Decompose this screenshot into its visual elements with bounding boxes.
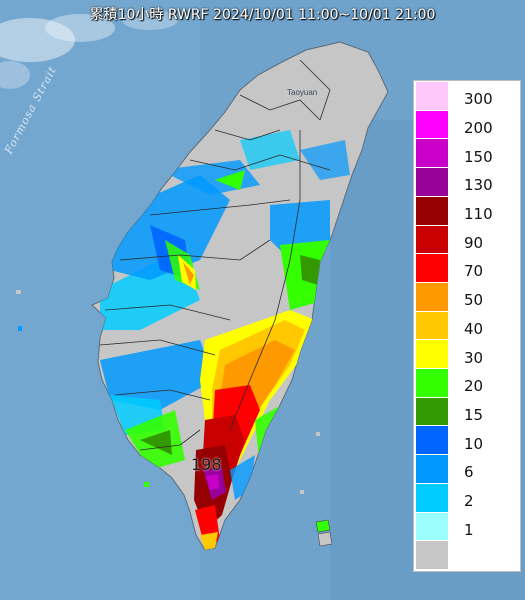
county-borders xyxy=(99,59,331,451)
rain-zone-2mm xyxy=(240,130,300,170)
penghu-island xyxy=(144,482,149,487)
penghu-island xyxy=(18,326,22,331)
max-rainfall-label: 198 xyxy=(191,455,222,474)
rain-zone-50mm xyxy=(183,262,194,285)
legend-label: 90 xyxy=(464,233,484,252)
legend-label: 150 xyxy=(464,147,493,166)
orchid-island xyxy=(317,531,333,547)
green-island xyxy=(315,519,331,533)
legend-label: 10 xyxy=(464,434,484,453)
cloud-patch xyxy=(45,14,115,42)
rain-zone-15mm xyxy=(300,255,320,285)
legend-label: 130 xyxy=(464,176,493,195)
legend-label: 2 xyxy=(464,492,474,511)
legend-label: 70 xyxy=(464,262,484,281)
rain-zone-6mm xyxy=(300,140,350,180)
penghu-island xyxy=(16,290,21,294)
legend-swatch xyxy=(416,340,448,369)
legend-swatch xyxy=(416,397,448,426)
legend-swatch xyxy=(416,139,448,168)
legend-label: 200 xyxy=(464,118,493,137)
legend-label: 15 xyxy=(464,405,484,424)
legend-label: 20 xyxy=(464,377,484,396)
legend-label: 110 xyxy=(464,205,493,224)
rain-zone-15mm xyxy=(140,430,172,455)
legend-swatch xyxy=(416,110,448,139)
rainfall-overlay xyxy=(99,59,350,550)
rain-zone-6mm xyxy=(100,340,215,410)
rain-zone-150mm xyxy=(206,474,219,490)
legend-swatch xyxy=(416,541,448,569)
legend-swatch xyxy=(416,82,448,110)
legend-label: 1 xyxy=(464,520,474,539)
place-label-taoyuan: Taoyuan xyxy=(287,88,318,97)
cloud-patch xyxy=(122,10,178,30)
rain-zone-20mm xyxy=(215,170,245,190)
legend-label: 30 xyxy=(464,348,484,367)
legend-label: 6 xyxy=(464,463,474,482)
cloud-patch xyxy=(0,18,75,62)
legend-label: 50 xyxy=(464,291,484,310)
legend-swatch xyxy=(416,426,448,455)
east-coast-dot xyxy=(300,490,304,494)
legend-swatch xyxy=(416,225,448,254)
cloud-patch xyxy=(0,61,30,89)
legend-swatch xyxy=(416,311,448,340)
legend-swatch xyxy=(416,483,448,512)
legend-swatch xyxy=(416,254,448,282)
east-coast-dot xyxy=(316,432,320,436)
legend-swatch xyxy=(416,196,448,225)
rainfall-legend: 300 200 150 130 110 90 70 50 40 30 20 15 10 6 2 1 xyxy=(413,80,521,572)
rain-zone-40mm xyxy=(200,532,218,550)
legend-swatch xyxy=(416,455,448,483)
legend-label: 40 xyxy=(464,319,484,338)
legend-swatch xyxy=(416,282,448,311)
legend-swatch xyxy=(416,369,448,397)
map-title: 累積10小時 RWRF 2024/10/01 11:00~10/01 21:00 xyxy=(89,7,436,23)
legend-label: 300 xyxy=(464,90,493,109)
legend-swatch xyxy=(416,512,448,541)
legend-swatch xyxy=(416,168,448,196)
